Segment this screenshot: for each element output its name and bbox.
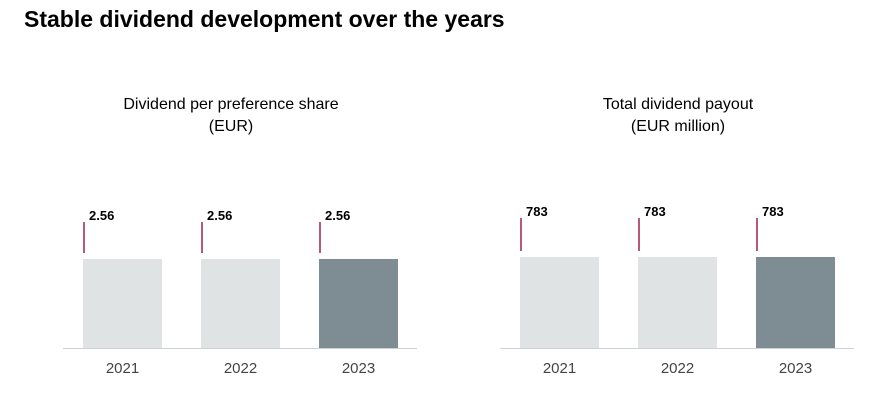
bar-dividend-per-share-2021 — [83, 259, 162, 348]
chart-total-payout: 783 2021 783 2022 783 2023 — [500, 204, 854, 377]
tick-label-total-payout-2022: 2022 — [661, 360, 694, 377]
tick-label-total-payout-2023: 2023 — [779, 360, 812, 377]
page-title: Stable dividend development over the yea… — [24, 6, 505, 32]
tick-label-total-payout-2021: 2021 — [543, 360, 576, 377]
bar-total-payout-2022 — [638, 257, 717, 348]
bar-total-payout-2021 — [520, 257, 599, 348]
bar-dividend-per-share-2022 — [201, 259, 280, 348]
chart-subtitle-dividend-per-share-unit: (EUR) — [208, 118, 254, 135]
value-label-total-payout-2022: 783 — [644, 204, 666, 219]
tick-label-dividend-per-share-2023: 2023 — [342, 360, 375, 377]
tick-label-dividend-per-share-2021: 2021 — [106, 360, 139, 377]
tick-label-dividend-per-share-2022: 2022 — [224, 360, 257, 377]
bar-total-payout-2023 — [756, 257, 835, 348]
value-label-total-payout-2023: 783 — [762, 204, 784, 219]
chart-dividend-per-share: 2.56 2021 2.56 2022 2.56 2023 — [63, 208, 417, 377]
value-label-dividend-per-share-2023: 2.56 — [325, 208, 350, 223]
chart-title-total-payout-main: Total dividend payout — [602, 96, 754, 113]
chart-title-dividend-per-share-main: Dividend per preference share — [123, 96, 339, 113]
value-label-dividend-per-share-2021: 2.56 — [89, 208, 114, 223]
bar-dividend-per-share-2023 — [319, 259, 398, 348]
value-label-dividend-per-share-2022: 2.56 — [207, 208, 232, 223]
chart-title-total-payout: Total dividend payout (EUR million) — [508, 94, 848, 138]
value-label-total-payout-2021: 783 — [526, 204, 548, 219]
chart-subtitle-total-payout-unit: (EUR million) — [630, 118, 726, 135]
chart-title-dividend-per-share: Dividend per preference share (EUR) — [61, 94, 401, 138]
